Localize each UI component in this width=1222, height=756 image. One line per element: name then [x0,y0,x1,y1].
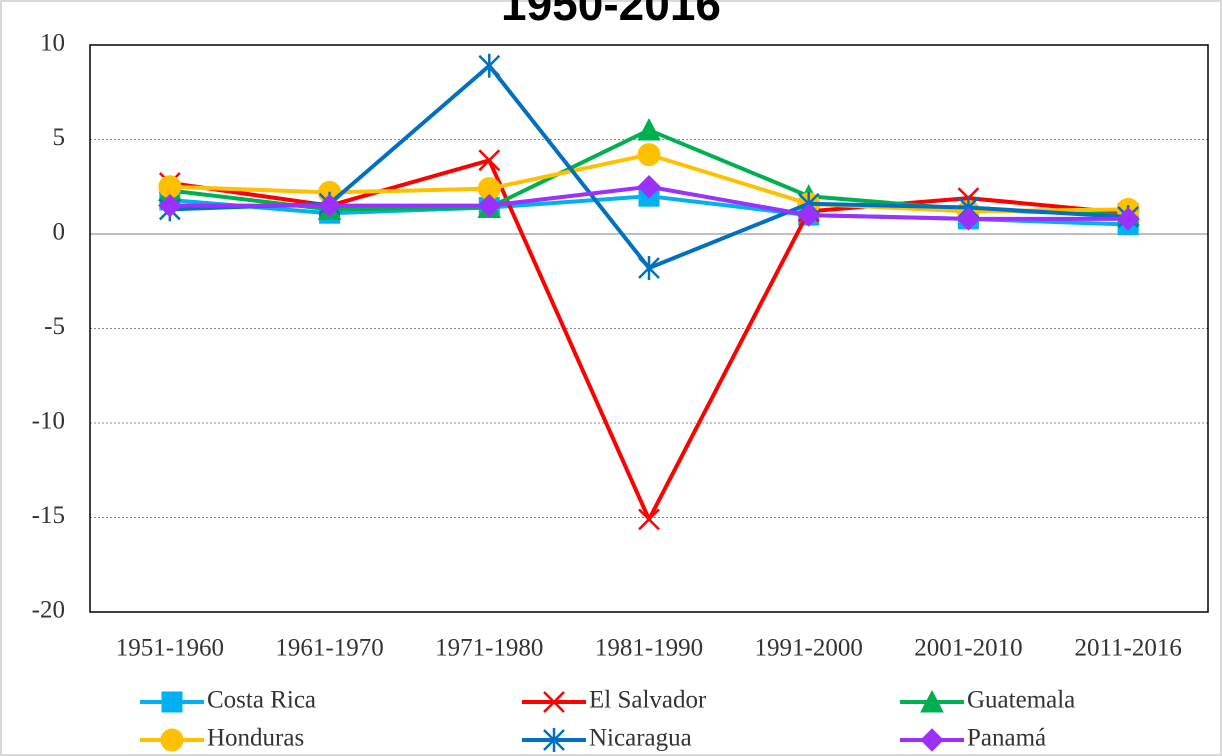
legend-item: Guatemala [900,687,1075,714]
marker-shape [637,143,661,167]
legend-label: El Salvador [589,687,707,714]
marker-shape [543,728,565,752]
y-tick-label: -10 [32,408,65,435]
marker-shape [920,728,944,752]
legend-item: Costa Rica [140,687,316,714]
marker-shape [956,207,981,231]
marker [158,193,182,218]
marker-shape [478,53,501,78]
x-tick-label: 1991-2000 [755,635,863,662]
marker-shape [637,117,661,141]
y-tick-label: -15 [32,502,65,529]
marker [797,203,821,227]
marker-shape [160,728,184,752]
legend-label: Costa Rica [207,687,316,714]
legend-item: Honduras [140,725,304,752]
x-tick-label: 2001-2010 [914,635,1022,662]
y-tick-label: -20 [32,597,65,624]
legend-item: El Salvador [522,687,707,714]
marker [478,149,501,172]
marker [317,193,342,218]
legend-item: Nicaragua [522,725,692,752]
plot-border [89,44,1209,613]
x-tick-label: 1961-1970 [275,635,383,662]
marker [638,256,660,281]
marker-shape [317,193,342,218]
legend-label: Guatemala [967,687,1075,714]
legend-label: Honduras [207,725,304,752]
y-tick-label: 5 [53,124,66,151]
x-tick-label: 2011-2016 [1074,635,1181,662]
marker [477,193,501,218]
marker-shape [543,691,565,713]
legend-label: Nicaragua [589,725,692,752]
marker [637,117,661,141]
marker-shape [1116,207,1140,231]
y-tick-label: 10 [40,30,65,57]
marker-shape [637,175,661,199]
y-tick-label: -5 [44,313,65,340]
marker-shape [158,193,182,218]
marker [478,53,501,78]
marker [1116,207,1140,231]
legend-item: Panamá [900,725,1046,752]
marker [637,175,661,199]
chart-title: 1950-2016 [501,0,721,30]
marker-shape [920,689,944,713]
marker-shape [638,508,660,531]
marker [956,207,981,231]
x-tick-label: 1971-1980 [435,635,543,662]
marker-shape [797,203,821,227]
x-tick-label: 1951-1960 [116,635,224,662]
marker-shape [478,149,501,172]
marker [637,143,661,167]
y-tick-label: 0 [53,219,66,246]
marker-shape [161,691,183,713]
marker-shape [477,193,501,218]
marker [638,508,660,531]
marker-shape [638,256,660,281]
x-tick-label: 1981-1990 [595,635,703,662]
legend-label: Panamá [967,725,1046,752]
